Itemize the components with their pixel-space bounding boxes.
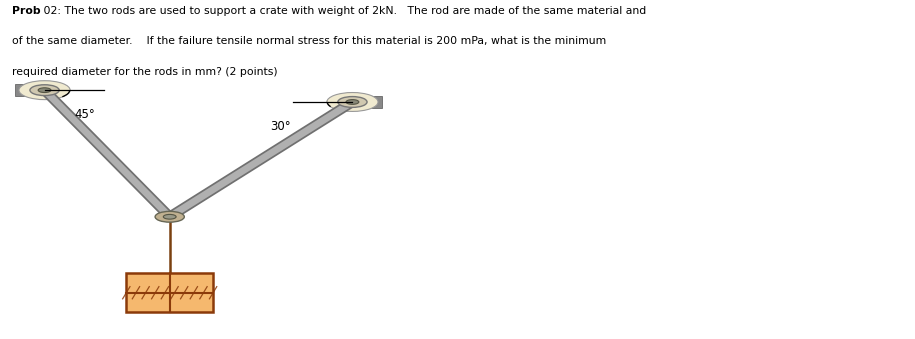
Circle shape	[156, 211, 184, 222]
Circle shape	[338, 97, 367, 107]
Bar	[16, 84, 27, 96]
Text: 30°: 30°	[270, 120, 291, 133]
Text: Prob: Prob	[12, 6, 40, 16]
Circle shape	[30, 85, 59, 96]
Bar	[126, 273, 213, 312]
Bar	[371, 96, 382, 108]
Text: of the same diameter.    If the failure tensile normal stress for this material : of the same diameter. If the failure ten…	[12, 36, 606, 46]
Text: required diameter for the rods in mm? (2 points): required diameter for the rods in mm? (2…	[12, 66, 277, 77]
Circle shape	[327, 93, 378, 112]
Circle shape	[346, 100, 359, 104]
Text: 02: The two rods are used to support a crate with weight of 2kN.   The rod are m: 02: The two rods are used to support a c…	[40, 6, 646, 16]
Circle shape	[38, 88, 51, 93]
Circle shape	[163, 214, 176, 219]
Text: 45°: 45°	[75, 108, 95, 121]
Circle shape	[19, 81, 70, 100]
